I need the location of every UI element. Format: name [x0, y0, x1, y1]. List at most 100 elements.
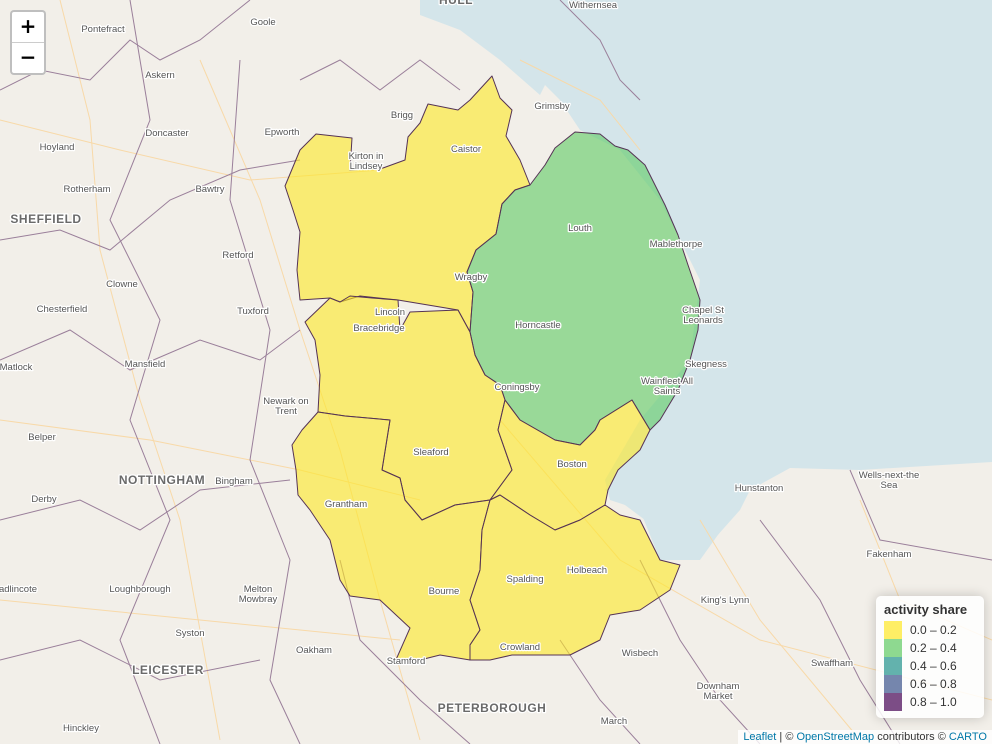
- place-label: Downham: [697, 681, 740, 692]
- attribution-sep: | ©: [776, 731, 797, 743]
- place-label: Wells-next-the: [859, 470, 920, 481]
- legend-swatch: [884, 621, 902, 639]
- leaflet-link[interactable]: Leaflet: [743, 731, 777, 743]
- place-label: Bingham: [215, 476, 253, 487]
- legend-item: 0.6 – 0.8: [884, 675, 976, 693]
- legend-label: 0.6 – 0.8: [910, 677, 957, 691]
- place-label: Stamford: [387, 656, 426, 667]
- legend-item: 0.2 – 0.4: [884, 639, 976, 657]
- place-label: Clowne: [106, 279, 138, 290]
- place-label: Horncastle: [515, 320, 560, 331]
- attribution-mid: contributors ©: [874, 731, 949, 743]
- place-label: Retford: [222, 250, 253, 261]
- place-label: King's Lynn: [701, 595, 749, 606]
- legend: activity share 0.0 – 0.2 0.2 – 0.4 0.4 –…: [876, 596, 984, 718]
- place-label: Skegness: [685, 359, 727, 370]
- place-label: Bawtry: [195, 184, 224, 195]
- place-label: Holbeach: [567, 565, 607, 576]
- place-label: Belper: [28, 432, 55, 443]
- legend-label: 0.0 – 0.2: [910, 623, 957, 637]
- place-label: Pontefract: [81, 24, 125, 35]
- place-label: Mablethorpe: [650, 239, 703, 250]
- place-label: Loughborough: [109, 584, 170, 595]
- place-label: Hinckley: [63, 723, 99, 734]
- place-label: Rotherham: [64, 184, 111, 195]
- legend-swatch: [884, 693, 902, 711]
- place-label: Sea: [881, 480, 899, 491]
- zoom-in-button[interactable]: +: [19, 14, 37, 38]
- place-label: Chapel St: [682, 305, 724, 316]
- place-label: Epworth: [265, 127, 300, 138]
- place-label: Hunstanton: [735, 483, 784, 494]
- place-label: Doncaster: [145, 128, 188, 139]
- legend-label: 0.8 – 1.0: [910, 695, 957, 709]
- place-label: Kirton in: [349, 151, 384, 162]
- place-label: Wragby: [455, 272, 488, 283]
- legend-swatch: [884, 657, 902, 675]
- place-label: Newark on: [263, 396, 308, 407]
- osm-link[interactable]: OpenStreetMap: [796, 731, 875, 743]
- place-label: Sleaford: [413, 447, 448, 458]
- legend-item: 0.8 – 1.0: [884, 693, 976, 711]
- place-label: Saints: [654, 386, 681, 397]
- place-label: Spalding: [507, 574, 544, 585]
- place-label: Askern: [145, 70, 175, 81]
- place-labels: Withernsea Goole Pontefract Askern Grims…: [0, 0, 921, 735]
- legend-swatch: [884, 639, 902, 657]
- place-label: Crowland: [500, 642, 540, 653]
- region-south-holland[interactable]: [469, 494, 681, 661]
- place-label: Brigg: [391, 110, 413, 121]
- place-label: Wisbech: [622, 648, 658, 659]
- place-label: SHEFFIELD: [10, 212, 81, 226]
- place-label: Bracebridge: [353, 323, 404, 334]
- place-label: Chesterfield: [37, 304, 88, 315]
- place-label: March: [601, 716, 627, 727]
- place-label: Grimsby: [534, 101, 570, 112]
- place-label: adlincote: [0, 584, 37, 595]
- place-label: Derby: [31, 494, 57, 505]
- legend-label: 0.4 – 0.6: [910, 659, 957, 673]
- legend-swatch: [884, 675, 902, 693]
- place-label: Swaffham: [811, 658, 853, 669]
- place-label: Matlock: [0, 362, 33, 373]
- attribution: Leaflet | © OpenStreetMap contributors ©…: [738, 730, 992, 744]
- place-label: Lindsey: [350, 161, 383, 172]
- place-label: Grantham: [325, 499, 367, 510]
- place-label: Trent: [275, 406, 297, 417]
- place-label: Bourne: [429, 586, 460, 597]
- place-label: Mansfield: [125, 359, 166, 370]
- place-label: Lincoln: [375, 307, 405, 318]
- legend-label: 0.2 – 0.4: [910, 641, 957, 655]
- the-wash: [605, 450, 760, 555]
- place-label: Melton: [244, 584, 273, 595]
- place-label: Fakenham: [867, 549, 912, 560]
- place-label: Boston: [557, 459, 587, 470]
- place-label: NOTTINGHAM: [119, 473, 205, 487]
- place-label: Withernsea: [569, 0, 618, 11]
- legend-title: activity share: [884, 602, 968, 617]
- place-label: Goole: [250, 17, 275, 28]
- zoom-out-button[interactable]: −: [12, 42, 44, 73]
- choropleth-regions: [284, 75, 701, 663]
- place-label: Tuxford: [237, 306, 269, 317]
- place-label: Caistor: [451, 144, 481, 155]
- place-label: HULL: [439, 0, 473, 7]
- carto-link[interactable]: CARTO: [948, 731, 987, 743]
- place-label: Coningsby: [495, 382, 540, 393]
- place-label: Mowbray: [239, 594, 278, 605]
- place-label: Market: [703, 691, 732, 702]
- place-label: Wainfleet All: [641, 376, 693, 387]
- place-label: LEICESTER: [132, 663, 204, 677]
- humber-estuary: [420, 0, 545, 95]
- place-label: Oakham: [296, 645, 332, 656]
- place-label: Leonards: [683, 315, 723, 326]
- legend-item: 0.4 – 0.6: [884, 657, 976, 675]
- place-label: Syston: [175, 628, 204, 639]
- zoom-control: + −: [10, 10, 46, 75]
- legend-item: 0.0 – 0.2: [884, 621, 976, 639]
- place-label: PETERBOROUGH: [438, 701, 547, 715]
- place-label: Hoyland: [40, 142, 75, 153]
- place-label: Louth: [568, 223, 592, 234]
